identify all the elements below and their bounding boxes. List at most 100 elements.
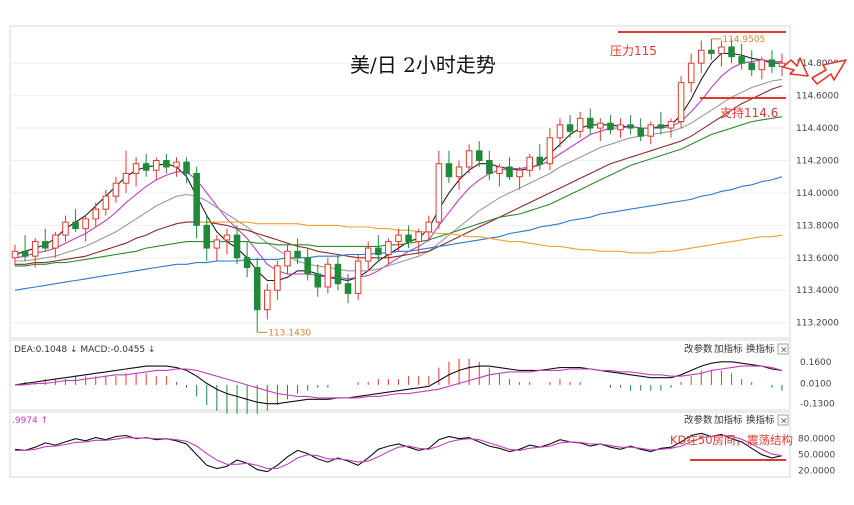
support-label: 支持114.6 [720, 105, 778, 120]
candle-body [617, 124, 624, 131]
candle [445, 150, 453, 184]
candle [506, 157, 513, 180]
candle-body [173, 161, 180, 168]
high-label: 114.9505 [722, 35, 765, 45]
kd-change-params[interactable]: 改参数 [684, 414, 713, 426]
candle-body [647, 124, 655, 137]
candle [617, 118, 624, 138]
price-tick-label: 113.6000 [796, 254, 839, 264]
macd-change-params[interactable]: 改参数 [684, 343, 713, 355]
kd-close-button[interactable] [777, 414, 789, 426]
candle [667, 118, 675, 138]
kd-add-indicator[interactable]: 加指标 [714, 414, 743, 426]
candle-body [586, 117, 594, 129]
candle-body [475, 150, 483, 161]
candle [597, 118, 604, 142]
candle [284, 244, 291, 274]
candle-body [687, 62, 695, 84]
candle-body [415, 231, 422, 243]
candle [748, 50, 755, 77]
candle [314, 264, 322, 297]
candle [566, 115, 574, 138]
candle-body [122, 172, 130, 184]
macd-dif-line [14, 361, 783, 405]
candle [768, 50, 776, 73]
macd-controls: 改参数 加指标 换指标 × [684, 343, 789, 356]
ma-line-3 [15, 85, 783, 265]
candle [173, 157, 180, 177]
candle [677, 76, 685, 129]
close-icon: × [780, 417, 788, 427]
candle-body [405, 234, 412, 243]
candle-body [738, 56, 745, 64]
candle [475, 141, 483, 167]
candle [52, 231, 59, 258]
price-tick-label: 114.6000 [796, 92, 839, 102]
candle-body [223, 234, 231, 241]
ma-line-1 [14, 59, 782, 280]
candle-body [62, 221, 69, 236]
candle [607, 115, 614, 135]
macd-axis-ticks: 0.1600 0.0100 -0.1300 [800, 358, 835, 410]
candle-body [284, 250, 291, 267]
macd-header: DEA:0.1048 ↓ MACD:-0.0455 ↓ [14, 345, 156, 355]
chart-title: 美/日 2小时走势 [350, 53, 496, 77]
candle [435, 150, 443, 229]
candle [213, 235, 221, 262]
kd-tick-label: 50.0000 [798, 451, 835, 461]
candle [153, 157, 160, 180]
macd-close-button[interactable] [777, 343, 789, 355]
candle-body [82, 218, 89, 230]
price-tick-label: 114.2000 [796, 156, 839, 166]
price-tick-label: 114.4000 [796, 124, 839, 134]
candle [163, 154, 170, 174]
candle [203, 215, 211, 262]
candle-body [314, 273, 322, 288]
candle-body [304, 257, 311, 275]
candle-body [697, 49, 705, 64]
candle [465, 144, 473, 174]
candle [718, 40, 725, 67]
macd-plot [14, 358, 783, 414]
macd-tick-label: 0.1600 [800, 358, 832, 368]
candle [627, 115, 634, 135]
candle-body [132, 163, 140, 174]
ma-line-6 [196, 221, 783, 254]
candle [375, 235, 382, 262]
candle [62, 215, 69, 242]
candle [31, 238, 39, 268]
candle-body [637, 127, 644, 137]
candle [496, 163, 503, 187]
candle-body [112, 182, 120, 197]
candle-body [72, 221, 79, 230]
price-tick-label: 113.4000 [796, 286, 839, 296]
candle-body [425, 221, 433, 233]
candle [536, 144, 544, 171]
price-grid [10, 62, 790, 324]
kd-tick-label: 80.0000 [798, 435, 835, 445]
candle [21, 235, 29, 262]
price-tick-label: 114.8000 [796, 59, 839, 69]
ma-line-2 [15, 78, 783, 272]
candle [92, 202, 100, 227]
arrow-up-right-icon [811, 59, 847, 85]
candle [112, 176, 120, 203]
kd-tick-label: 20.0000 [798, 467, 835, 477]
macd-add-indicator[interactable]: 加指标 [714, 343, 743, 355]
macd-tick-label: -0.1300 [800, 400, 835, 410]
candle [576, 111, 584, 138]
candle [425, 215, 433, 242]
macd-dea-line [15, 365, 783, 399]
candle-body [445, 163, 453, 178]
candle [455, 160, 463, 190]
macd-switch-indicator[interactable]: 换指标 [746, 343, 775, 355]
resistance-label: 压力115 [610, 44, 657, 58]
candle-body [597, 122, 604, 129]
candle [223, 228, 231, 255]
candle-body [253, 267, 261, 311]
candle [395, 228, 402, 252]
kd-d-line [15, 434, 783, 470]
candle-body [334, 263, 342, 285]
kd-switch-indicator[interactable]: 换指标 [746, 414, 775, 426]
